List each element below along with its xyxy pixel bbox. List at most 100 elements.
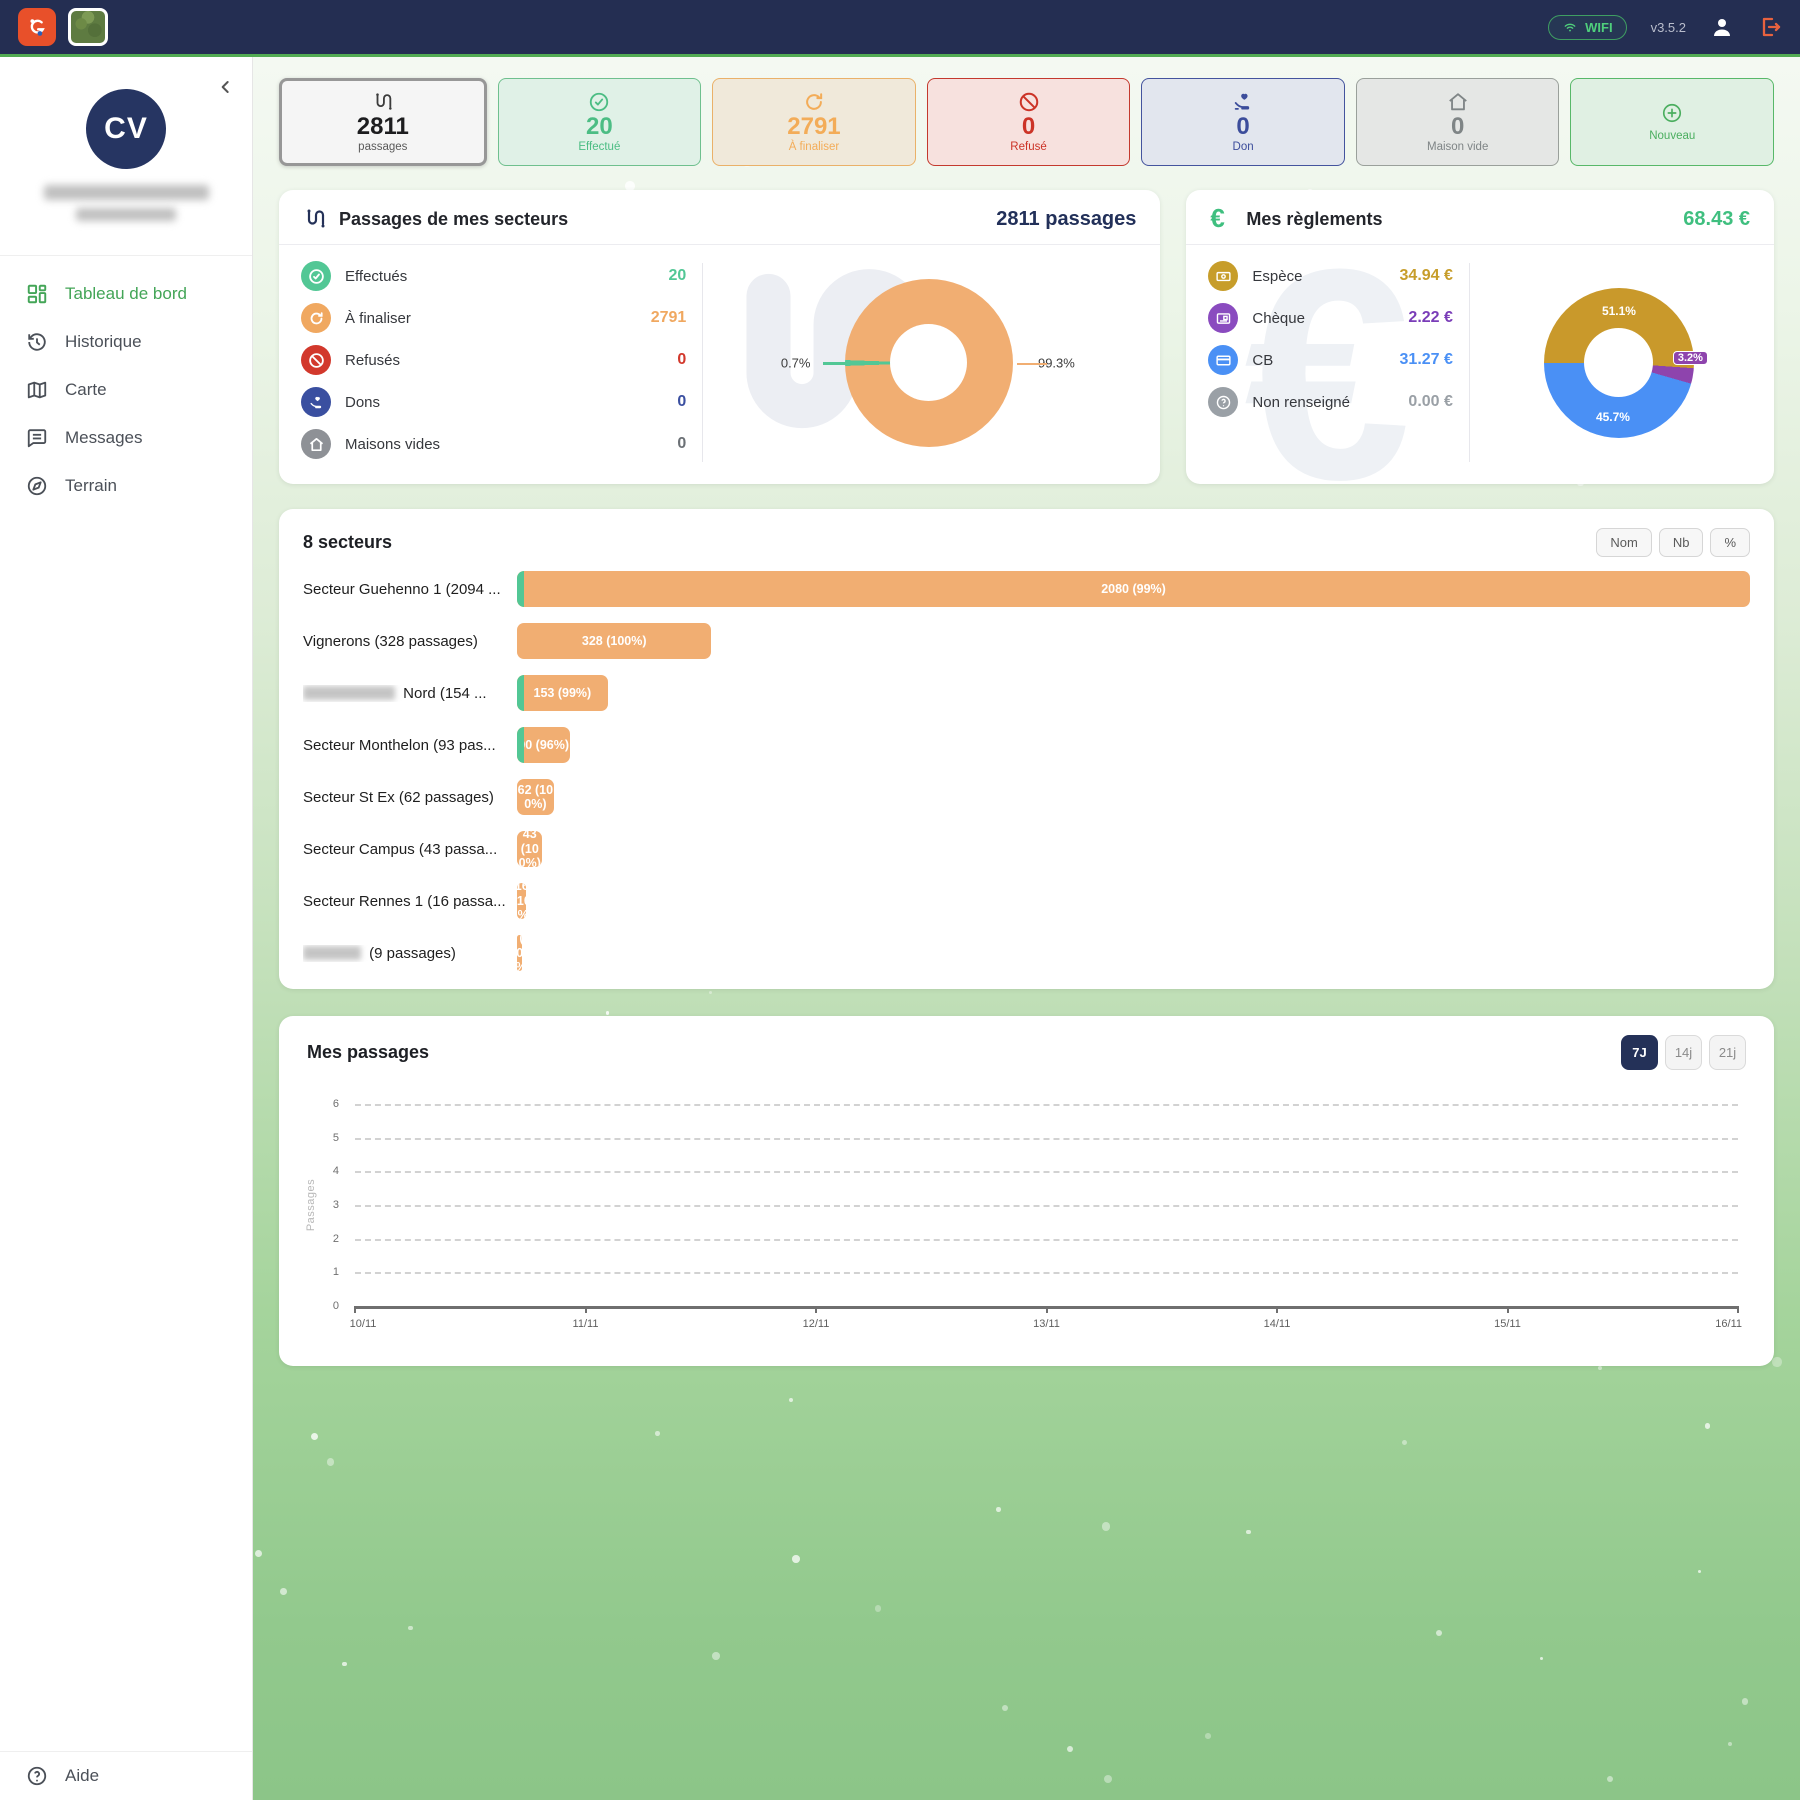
sidebar-collapse-icon[interactable] <box>216 77 236 97</box>
user-icon[interactable] <box>1710 15 1734 39</box>
gridline <box>355 1104 1738 1106</box>
route-icon <box>307 209 325 228</box>
stat-card-effectue[interactable]: 20 Effectué <box>497 78 702 166</box>
refresh-icon <box>806 92 823 110</box>
secteur-label: Vignerons (328 passages) <box>303 632 478 650</box>
app-thumbnail[interactable] <box>68 8 108 46</box>
bar-label: 153 (99%) <box>533 685 592 700</box>
y-tick-label: 1 <box>332 1266 339 1279</box>
credit-card-icon <box>1208 345 1239 375</box>
stat-card-passages[interactable]: 2811 passages <box>279 78 487 166</box>
secteur-label: Secteur Rennes 1 (16 passa... <box>303 892 506 910</box>
row-label: Non renseigné <box>1252 393 1350 411</box>
app-version: v3.5.2 <box>1650 19 1686 35</box>
stat-value: 0 <box>1021 112 1036 140</box>
bar-label: 2080 (99%) <box>1101 581 1166 596</box>
donut-label-a-finaliser: 99.3% <box>1037 355 1075 370</box>
secteur-row[interactable]: Secteur Guehenno 1 (2094 ... 2080 (99%) <box>303 563 1750 615</box>
secteur-row[interactable]: Secteur Monthelon (93 pas... 90 (96%) <box>303 719 1750 771</box>
row-value: 0.00 € <box>1408 393 1453 410</box>
x-tick-mark <box>354 1306 356 1313</box>
x-tick-label: 16/11 <box>1715 1318 1743 1330</box>
row-value: 2.22 € <box>1408 309 1453 326</box>
stat-label: Effectué <box>578 141 621 154</box>
reglements-total: 68.43 € <box>1683 207 1750 230</box>
donut-label-effectues: 0.7% <box>780 355 811 370</box>
list-item: Dons 0 <box>299 381 688 423</box>
question-circle-icon <box>1208 387 1239 417</box>
card-title: Mes règlements <box>1246 208 1383 229</box>
stat-card-a-finaliser[interactable]: 2791 À finaliser <box>712 78 916 166</box>
passages-secteurs-card: Passages de mes secteurs 2811 passages E… <box>279 190 1161 484</box>
avatar[interactable]: CV <box>86 89 166 169</box>
message-icon <box>27 429 47 448</box>
secteur-row[interactable]: Nord (154 ... 153 (99%) <box>303 667 1750 719</box>
logout-icon[interactable] <box>1758 15 1782 39</box>
y-axis-label: Passages <box>305 1178 317 1232</box>
sidebar-item-tableau-de-bord[interactable]: Tableau de bord <box>0 270 252 318</box>
secteur-bar: 2080 (99%) <box>517 571 1750 607</box>
main-area: 2811 passages 20 Effectué 2791 À finalis… <box>253 57 1800 1800</box>
row-value: 0 <box>677 435 687 452</box>
range-21j-button[interactable]: 21j <box>1709 1035 1746 1070</box>
x-tick-label: 13/11 <box>1033 1318 1060 1330</box>
app-logo-icon <box>18 8 56 46</box>
bar-label: 62 (100%) <box>517 782 554 811</box>
stat-value: 0 <box>1236 112 1250 140</box>
stat-label: Maison vide <box>1426 141 1489 154</box>
secteur-row[interactable]: (9 passages)9 (100%) <box>303 927 1750 979</box>
range-7j-button[interactable]: 7J <box>1621 1035 1658 1070</box>
stat-label: Nouveau <box>1649 130 1696 142</box>
sidebar-menu: Tableau de bord Historique Carte Message… <box>0 270 252 510</box>
range-14j-button[interactable]: 14j <box>1665 1035 1702 1070</box>
sidebar-item-aide[interactable]: Aide <box>0 1752 252 1800</box>
home-icon <box>301 429 331 459</box>
wifi-status-badge: WIFI <box>1548 14 1627 40</box>
refresh-icon <box>301 303 331 333</box>
history-icon <box>28 333 46 351</box>
secteur-bar: 90 (96%) <box>517 727 571 763</box>
secteur-label: Nord (154 ... <box>303 685 517 702</box>
row-label: Chèque <box>1252 309 1305 327</box>
sidebar-item-messages[interactable]: Messages <box>0 414 252 462</box>
secteur-bar: 9 (100%) <box>517 935 523 971</box>
sidebar-item-label: Terrain <box>65 476 117 495</box>
stat-card-maison-vide[interactable]: 0 Maison vide <box>1355 78 1560 166</box>
donut-label-cheque: 3.2% <box>1672 350 1708 365</box>
effectue-segment <box>517 675 524 711</box>
sort-nb-button[interactable]: Nb <box>1658 528 1704 557</box>
sidebar-item-carte[interactable]: Carte <box>0 366 252 414</box>
sort-nom-button[interactable]: Nom <box>1596 528 1652 557</box>
secteur-label: Secteur Monthelon (93 pas... <box>303 736 496 754</box>
donut-label-cb: 45.7% <box>1595 409 1630 424</box>
sidebar-item-terrain[interactable]: Terrain <box>0 462 252 510</box>
list-item: Non renseigné 0.00 € <box>1206 381 1455 423</box>
sort-button-group: Nom Nb % <box>1596 528 1750 557</box>
stat-card-nouveau[interactable]: Nouveau <box>1570 78 1775 166</box>
stat-card-don[interactable]: 0 Don <box>1141 78 1345 166</box>
reglements-breakdown-list: Espèce 34.94 € Chèque 2.22 € <box>1206 255 1455 470</box>
secteur-row[interactable]: Vignerons (328 passages) 328 (100%) <box>303 615 1750 667</box>
dashboard-icon <box>27 284 47 304</box>
row-value: 0 <box>677 351 687 368</box>
list-item: Chèque 2.22 € <box>1206 297 1455 339</box>
x-tick-mark <box>1506 1306 1509 1313</box>
sort-pct-button[interactable]: % <box>1710 528 1750 557</box>
secteur-row[interactable]: Secteur St Ex (62 passages) 62 (100%) <box>303 771 1750 823</box>
secteur-row[interactable]: Secteur Campus (43 passa... 43 (100%) <box>303 823 1750 875</box>
stat-card-refuse[interactable]: 0 Refusé <box>926 78 1131 166</box>
reglements-donut-chart: 51.1% 3.2% 45.7% <box>1543 287 1708 438</box>
gridline <box>355 1272 1738 1275</box>
secteur-bar: 16 (100%) <box>517 883 527 919</box>
wifi-label: WIFI <box>1585 19 1613 35</box>
secteur-label: Secteur Guehenno 1 (2094 ... <box>303 580 501 598</box>
list-item: Espèce 34.94 € <box>1206 255 1455 297</box>
secteurs-bar-list: Secteur Guehenno 1 (2094 ... 2080 (99%) Vi… <box>303 563 1750 979</box>
sidebar-item-historique[interactable]: Historique <box>0 318 252 366</box>
passages-line-chart: Passages 0 1 2 3 4 5 6 10/11 11/11 12/11 13/11 14/1… <box>305 1098 1742 1330</box>
secteur-row[interactable]: Secteur Rennes 1 (16 passa... 16 (100%) <box>303 875 1750 927</box>
secteur-bar-track: 90 (96%) <box>517 727 1750 763</box>
secteur-label: Secteur Campus (43 passa... <box>303 840 498 858</box>
x-tick-mark <box>1276 1306 1278 1313</box>
